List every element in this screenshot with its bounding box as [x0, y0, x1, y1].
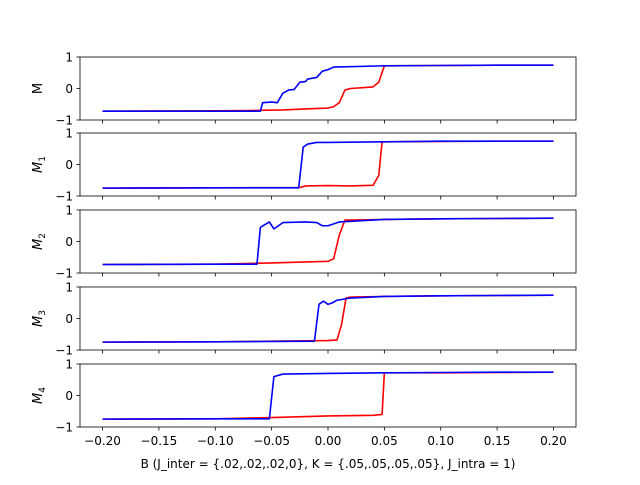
x-tick-label: 0.05 [371, 434, 398, 448]
y-axis-label: M1 [31, 156, 48, 173]
series-line-blue [102, 140, 554, 189]
series-line-blue [102, 294, 554, 343]
series-line-blue [102, 217, 554, 266]
axes-frame [79, 209, 577, 274]
series-line-red [102, 140, 554, 189]
y-axis-label: M3 [31, 310, 48, 327]
y-axis-label: M4 [31, 387, 48, 404]
y-tick-label: 1 [65, 204, 73, 218]
y-tick-label: 1 [65, 358, 73, 372]
y-tick-label: 0 [65, 82, 73, 96]
y-tick-label: 1 [65, 127, 73, 141]
x-tick-label: −0.05 [253, 434, 290, 448]
panel-0: −1 0 1 M [31, 51, 577, 128]
y-tick-label: 0 [65, 235, 73, 249]
y-tick-label: −1 [55, 267, 73, 281]
panel-1: −1 0 1 M1 [31, 127, 577, 204]
panel-4: −1 0 1 −0.20 −0.15 −0.10 −0.05 0.00 0.05 0.10 0.15… [31, 358, 577, 448]
series-line-red [102, 371, 554, 420]
x-tick-label: −0.20 [84, 434, 121, 448]
y-tick-label: 0 [65, 389, 73, 403]
y-tick-label: −1 [55, 190, 73, 204]
x-tick-label: 0.00 [315, 434, 342, 448]
y-tick-label: 0 [65, 158, 73, 172]
x-tick-label: −0.10 [197, 434, 234, 448]
panel-3: −1 0 1 M3 [31, 281, 577, 358]
x-axis-label: B (J_inter = {.02,.02,.02,0}, K = {.05,.… [141, 457, 516, 471]
y-tick-label: −1 [55, 344, 73, 358]
series-line-blue [102, 64, 554, 112]
y-tick-label: −1 [55, 114, 73, 128]
y-tick-label: −1 [55, 421, 73, 435]
series-line-red [102, 64, 554, 112]
y-tick-label: 1 [65, 281, 73, 295]
series-line-blue [102, 371, 554, 420]
x-tick-label: 0.20 [540, 434, 567, 448]
x-tick-label: −0.15 [141, 434, 178, 448]
y-axis-label: M2 [31, 233, 48, 250]
y-axis-label: M [31, 83, 46, 94]
x-tick-label: 0.15 [484, 434, 511, 448]
y-tick-label: 0 [65, 312, 73, 326]
series-line-red [102, 294, 554, 343]
y-tick-label: 1 [65, 51, 73, 65]
panel-2: −1 0 1 M2 [31, 204, 577, 281]
x-tick-label: 0.10 [427, 434, 454, 448]
